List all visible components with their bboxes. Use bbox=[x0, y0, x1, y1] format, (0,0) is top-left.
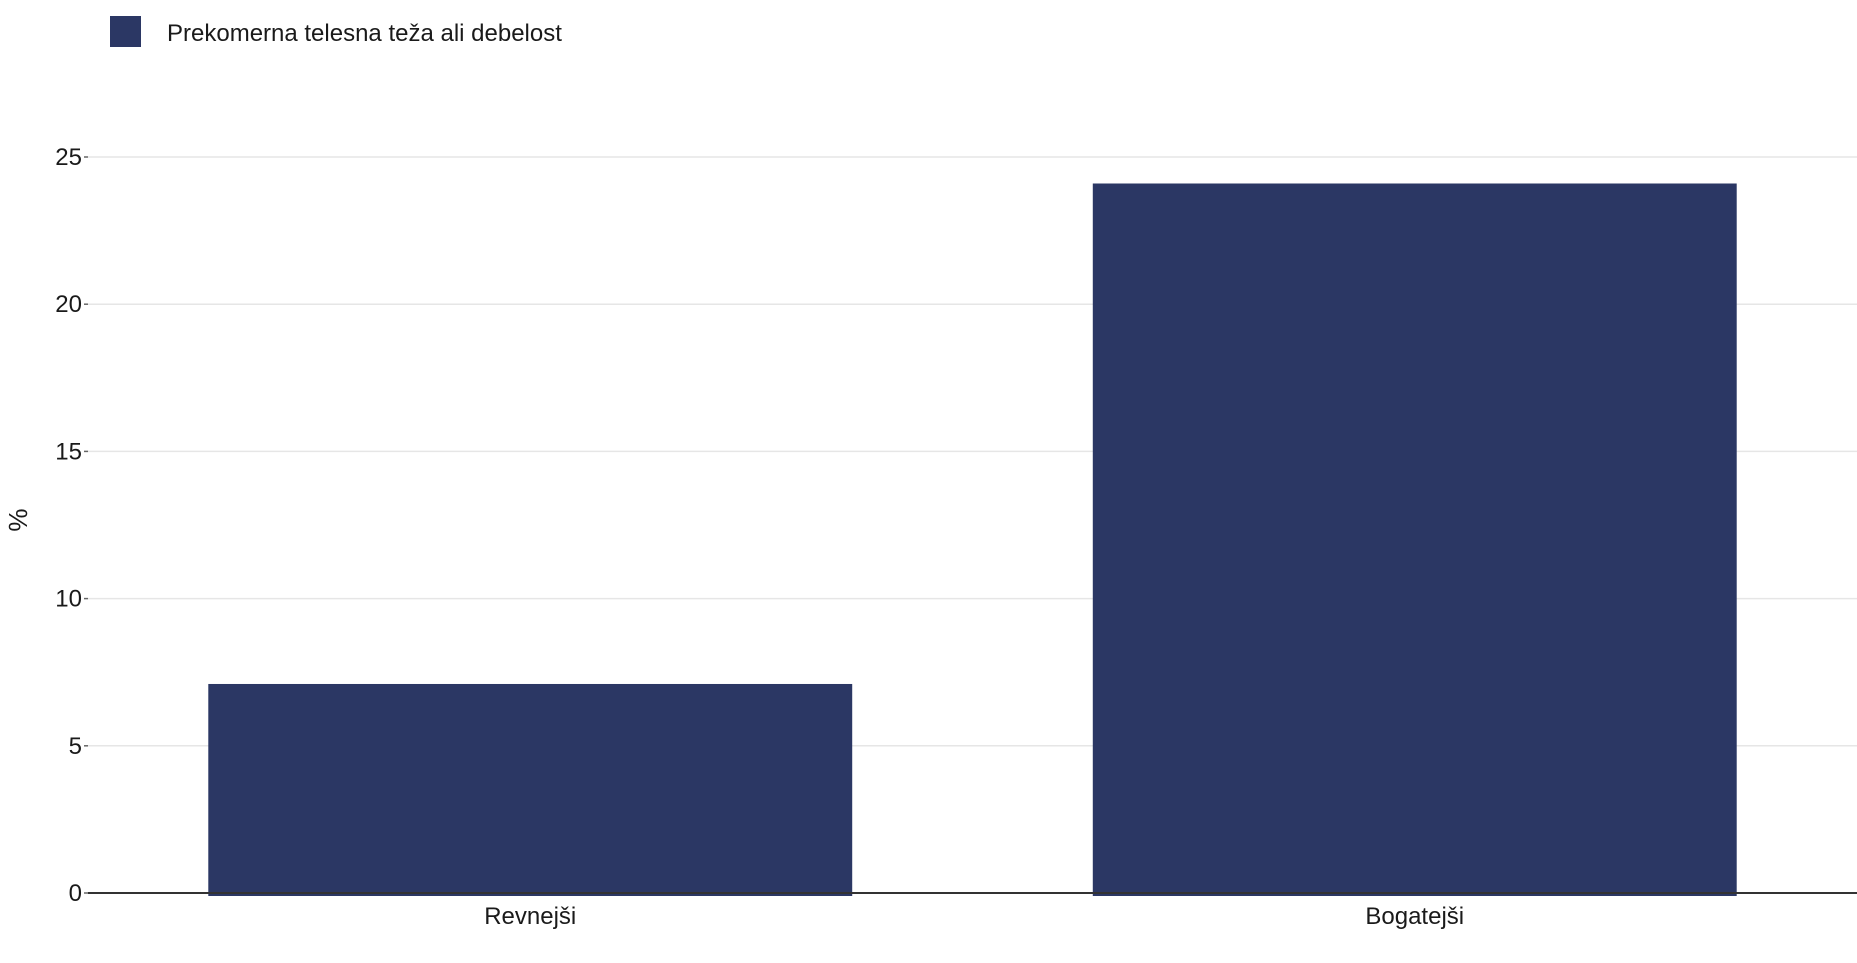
y-tick-label: 25 bbox=[55, 144, 82, 171]
bar-2 bbox=[1092, 183, 1737, 897]
y-tick-label: 10 bbox=[55, 586, 82, 613]
x-tick-label: Bogatejši bbox=[1365, 903, 1464, 930]
y-tick-label: 20 bbox=[55, 291, 82, 318]
y-tick-label: 15 bbox=[55, 438, 82, 465]
x-tick-label: Revnejši bbox=[484, 903, 576, 930]
y-axis-ticks: 0 5 10 15 20 25 bbox=[55, 144, 88, 907]
y-axis-title: % bbox=[3, 508, 33, 531]
legend-label: Prekomerna telesna teža ali debelost bbox=[167, 20, 562, 47]
y-tick-label: 5 bbox=[69, 733, 82, 760]
legend-swatch bbox=[110, 16, 141, 47]
bar-1 bbox=[208, 683, 853, 896]
bars bbox=[208, 183, 1737, 897]
x-axis-ticks: Revnejši Bogatejši bbox=[484, 903, 1464, 930]
y-tick-label: 0 bbox=[69, 880, 82, 907]
legend: Prekomerna telesna teža ali debelost bbox=[110, 16, 562, 47]
